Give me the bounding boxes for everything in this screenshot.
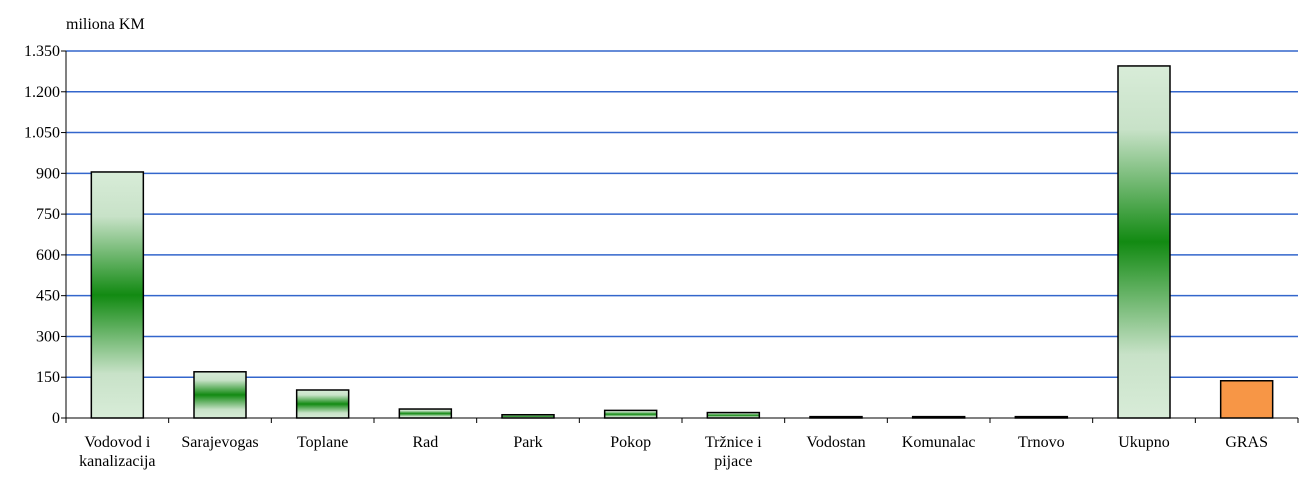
x-axis-labels: Vodovod i kanalizacija Sarajevogas Toplane R… (65, 418, 1299, 470)
x-tick-label: Park (513, 434, 542, 451)
bar-rad (398, 408, 453, 419)
x-tick-label: Trnovo (1018, 434, 1065, 451)
x-tick-label: Komunalac (902, 434, 976, 451)
y-tick-label: 1.200 (24, 84, 60, 101)
bar-vodovod-i-kanalizacija (90, 171, 145, 419)
x-tick-label: Pokop (610, 434, 651, 451)
y-tick-label: 1.050 (24, 125, 60, 142)
y-tick-label: 300 (36, 328, 60, 345)
y-tick-label: 0 (52, 410, 60, 427)
x-tick-label: GRAS (1225, 434, 1268, 451)
y-tick-label: 750 (36, 206, 60, 223)
y-axis-ticks: 0 150 300 450 600 750 900 1.050 1.200 1.350 (24, 43, 66, 427)
x-tick-label: Rad (412, 434, 438, 451)
y-tick-label: 900 (36, 165, 60, 182)
y-tick-label: 150 (36, 369, 60, 386)
x-tick-label: Ukupno (1118, 434, 1170, 451)
bars (90, 65, 1274, 419)
x-tick-label: Sarajevogas (181, 434, 258, 451)
bar-gras (1219, 380, 1274, 419)
bar-toplane (295, 389, 350, 419)
bar-sarajevogas (193, 371, 247, 419)
gridlines (66, 50, 1298, 378)
x-tick-label: Vodovod i kanalizacija (79, 434, 155, 470)
bar-pokop (603, 409, 658, 419)
x-tick-label: Tržnice i pijace (705, 434, 762, 470)
y-tick-label: 450 (36, 288, 60, 305)
bar-ukupno (1117, 65, 1171, 419)
y-tick-label: 1.350 (24, 43, 60, 60)
x-tick-label: Toplane (297, 434, 348, 451)
y-axis-label: miliona KM (66, 16, 145, 33)
y-tick-label: 600 (36, 247, 60, 264)
bar-tržnice-i-pijace (706, 411, 761, 419)
x-tick-label: Vodostan (806, 434, 865, 451)
